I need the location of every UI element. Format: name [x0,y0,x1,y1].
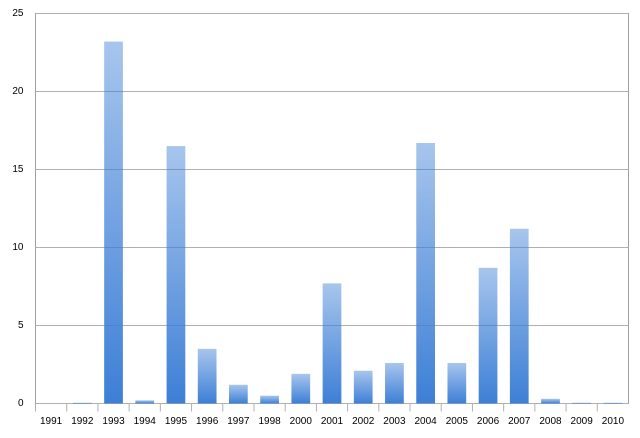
x-tick-label: 2006 [477,416,500,427]
bar [260,395,279,404]
x-tick-label: 1993 [102,416,125,427]
x-tick-label: 2008 [539,416,562,427]
x-tick-label: 1996 [196,416,219,427]
bar [104,41,123,404]
y-tick-label: 25 [12,8,24,19]
bar [166,146,186,404]
bar [353,370,373,404]
x-tick-label: 1997 [227,416,250,427]
bar [541,398,560,404]
bar [572,402,592,404]
x-tick-label: 1994 [134,416,157,427]
bar [322,283,342,404]
bar [416,142,435,404]
x-tick-label: 1991 [40,416,63,427]
x-tick-label: 1992 [71,416,94,427]
x-tick-label: 1995 [165,416,188,427]
bar [72,402,92,404]
y-tick-label: 15 [12,164,24,175]
x-tick-label: 2007 [508,416,531,427]
bar [197,348,217,404]
y-tick-label: 10 [12,242,24,253]
bar [447,362,467,404]
x-tick-label: 2000 [290,416,313,427]
y-tick-label: 20 [12,86,24,97]
y-tick-label: 0 [18,398,24,409]
bar [291,373,311,404]
x-tick-label: 2001 [321,416,344,427]
x-tick-label: 2003 [383,416,406,427]
bar [478,267,498,404]
bar [509,228,529,404]
x-tick-label: 2010 [602,416,625,427]
x-tick-label: 1998 [258,416,281,427]
x-tick-label: 2002 [352,416,375,427]
x-tick-label: 2005 [446,416,469,427]
bar [135,400,155,404]
bar [229,384,248,404]
y-tick-label: 5 [18,320,24,331]
bar [385,362,404,404]
x-tick-label: 2009 [571,416,594,427]
bar [603,402,623,404]
x-tick-label: 2004 [415,416,438,427]
